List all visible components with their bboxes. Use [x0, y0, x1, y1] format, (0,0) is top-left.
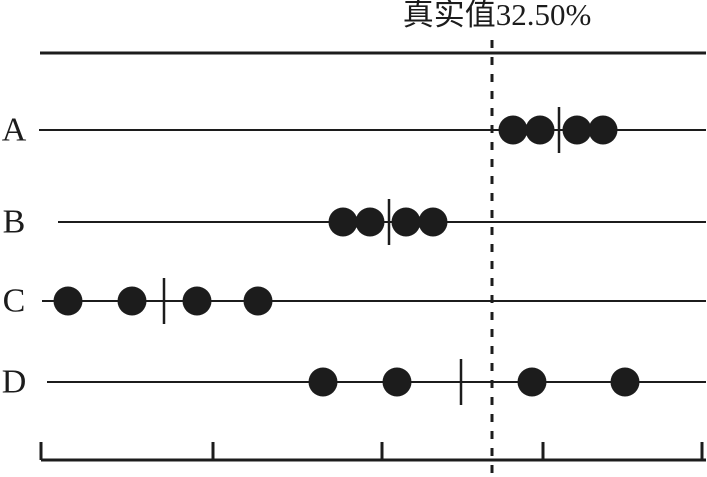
row-A-dot [525, 115, 555, 145]
row-D-dot [517, 367, 547, 397]
row-A-dot [588, 115, 618, 145]
row-A-dot [498, 115, 528, 145]
true-value-title: 真实值32.50% [402, 0, 592, 32]
row-label-C: C [3, 283, 26, 320]
row-B-dot [355, 207, 385, 237]
row-B-dot [391, 207, 421, 237]
row-label-D: D [2, 364, 27, 401]
row-C-dot [53, 286, 83, 316]
row-C-dot [117, 286, 147, 316]
row-B-dot [328, 207, 358, 237]
row-label-A: A [2, 112, 27, 149]
row-A-dot [562, 115, 592, 145]
row-D-dot [382, 367, 412, 397]
row-D-dot [308, 367, 338, 397]
row-D-dot [610, 367, 640, 397]
row-C-dot [243, 286, 273, 316]
row-C-dot [182, 286, 212, 316]
row-B-dot [418, 207, 448, 237]
row-label-B: B [3, 204, 26, 241]
